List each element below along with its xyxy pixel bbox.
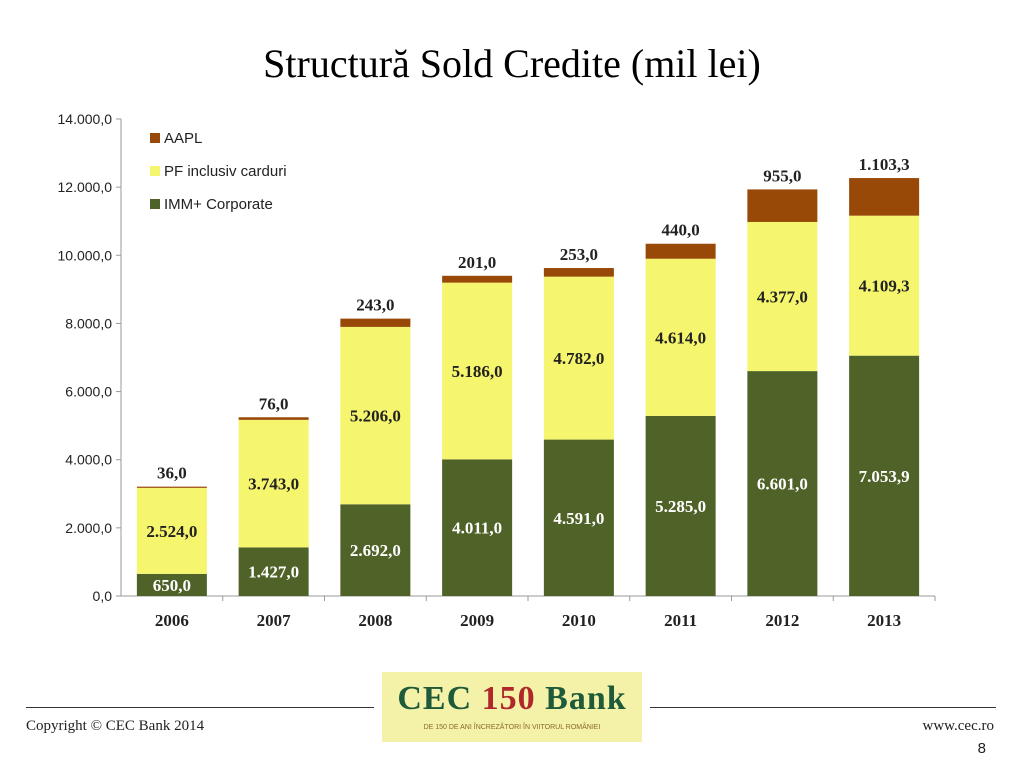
bar-segment-pf-inclusiv-carduri: [645, 258, 716, 416]
cec-bank-logo: CEC 150 Bank DE 150 DE ANI ÎNCREZĂTORI Î…: [382, 672, 642, 742]
logo-text-150: 150: [481, 680, 536, 717]
data-label-pf-inclusiv-carduri: 2.524,0: [146, 522, 197, 541]
data-label-imm-corporate: 4.011,0: [452, 519, 502, 538]
x-tick-label: 2009: [460, 611, 494, 630]
bar-segment-imm-corporate: [442, 459, 513, 596]
data-label-pf-inclusiv-carduri: 4.109,3: [859, 277, 910, 296]
data-label-aapl: 243,0: [356, 296, 394, 315]
logo-tagline: DE 150 DE ANI ÎNCREZĂTORI ÎN VIITORUL RO…: [423, 724, 601, 731]
bar-segment-pf-inclusiv-carduri: [136, 487, 207, 574]
data-label-aapl: 955,0: [763, 166, 801, 185]
data-label-aapl: 36,0: [157, 464, 187, 483]
data-label-aapl: 201,0: [458, 253, 496, 272]
y-tick-label: 6.000,0: [65, 384, 112, 400]
data-label-imm-corporate: 6.601,0: [757, 475, 808, 494]
copyright-text: Copyright © CEC Bank 2014: [26, 718, 205, 734]
data-label-pf-inclusiv-carduri: 4.782,0: [553, 349, 604, 368]
bar-segment-aapl: [442, 275, 513, 283]
data-label-aapl: 1.103,3: [859, 155, 910, 174]
bar-segment-pf-inclusiv-carduri: [849, 215, 920, 356]
data-label-imm-corporate: 650,0: [153, 576, 191, 595]
data-label-aapl: 76,0: [259, 394, 289, 413]
bar-segment-aapl: [849, 178, 920, 216]
y-tick-label: 8.000,0: [65, 315, 112, 331]
y-tick-label: 4.000,0: [65, 452, 112, 468]
logo-wordmark: CEC 150 Bank: [382, 680, 642, 718]
bar-segment-pf-inclusiv-carduri: [442, 282, 513, 460]
logo-text-bank: Bank: [545, 680, 627, 717]
x-tick-label: 2007: [257, 611, 292, 630]
footer-divider-right: [650, 707, 996, 708]
data-label-pf-inclusiv-carduri: 5.186,0: [452, 362, 503, 381]
data-label-imm-corporate: 1.427,0: [248, 563, 299, 582]
slide-title: Structură Sold Credite (mil lei): [263, 41, 761, 86]
legend-swatch: [150, 133, 160, 143]
bar-segment-aapl: [340, 318, 411, 327]
x-tick-label: 2010: [562, 611, 596, 630]
bar-segment-imm-corporate: [747, 371, 818, 596]
bar-segment-aapl: [136, 486, 207, 488]
logo-text-cec: CEC: [397, 680, 473, 717]
bar-segment-imm-corporate: [543, 439, 614, 596]
bar-segment-aapl: [238, 417, 309, 420]
data-label-pf-inclusiv-carduri: 3.743,0: [248, 475, 299, 494]
x-tick-label: 2013: [867, 611, 901, 630]
legend-entry: IMM+ Corporate: [164, 196, 273, 213]
legend-swatch: [150, 199, 160, 209]
data-label-imm-corporate: 5.285,0: [655, 497, 706, 516]
bar-segment-pf-inclusiv-carduri: [747, 221, 818, 372]
x-tick-label: 2011: [664, 611, 697, 630]
bar-segment-aapl: [645, 243, 716, 259]
bar-segment-imm-corporate: [849, 355, 920, 596]
bar-segment-aapl: [747, 189, 818, 222]
data-label-imm-corporate: 2.692,0: [350, 541, 401, 560]
x-tick-label: 2006: [155, 611, 189, 630]
y-tick-label: 14.000,0: [58, 111, 113, 127]
data-label-pf-inclusiv-carduri: 4.614,0: [655, 328, 706, 347]
page-number: 8: [977, 740, 986, 757]
bar-segment-imm-corporate: [136, 573, 207, 596]
website-link[interactable]: www.cec.ro: [922, 718, 995, 734]
bar-segment-aapl: [543, 268, 614, 277]
bar-segment-pf-inclusiv-carduri: [238, 419, 309, 548]
legend-entry: AAPL: [164, 130, 202, 147]
x-tick-label: 2012: [765, 611, 799, 630]
x-tick-label: 2008: [358, 611, 392, 630]
bar-segment-imm-corporate: [645, 415, 716, 596]
legend-swatch: [150, 166, 160, 176]
bar-segment-imm-corporate: [238, 547, 309, 596]
legend-entry: PF inclusiv carduri: [164, 163, 287, 180]
y-tick-label: 12.000,0: [58, 179, 113, 195]
data-label-pf-inclusiv-carduri: 5.206,0: [350, 407, 401, 426]
y-tick-label: 0,0: [93, 588, 113, 604]
bar-segment-pf-inclusiv-carduri: [340, 326, 411, 505]
data-label-aapl: 440,0: [662, 221, 700, 240]
data-label-aapl: 253,0: [560, 245, 598, 264]
stacked-bar-chart: 0,0 2.000,0 4.000,0 6.000,0 8.000,0 10.000,0 1…: [58, 111, 936, 630]
data-label-pf-inclusiv-carduri: 4.377,0: [757, 288, 808, 307]
y-tick-label: 2.000,0: [65, 520, 112, 536]
y-tick-label: 10.000,0: [58, 247, 113, 263]
bar-segment-imm-corporate: [340, 504, 411, 596]
bar-segment-pf-inclusiv-carduri: [543, 276, 614, 440]
data-label-imm-corporate: 4.591,0: [553, 509, 604, 528]
footer-divider-left: [26, 707, 374, 708]
data-label-imm-corporate: 7.053,9: [859, 467, 910, 486]
